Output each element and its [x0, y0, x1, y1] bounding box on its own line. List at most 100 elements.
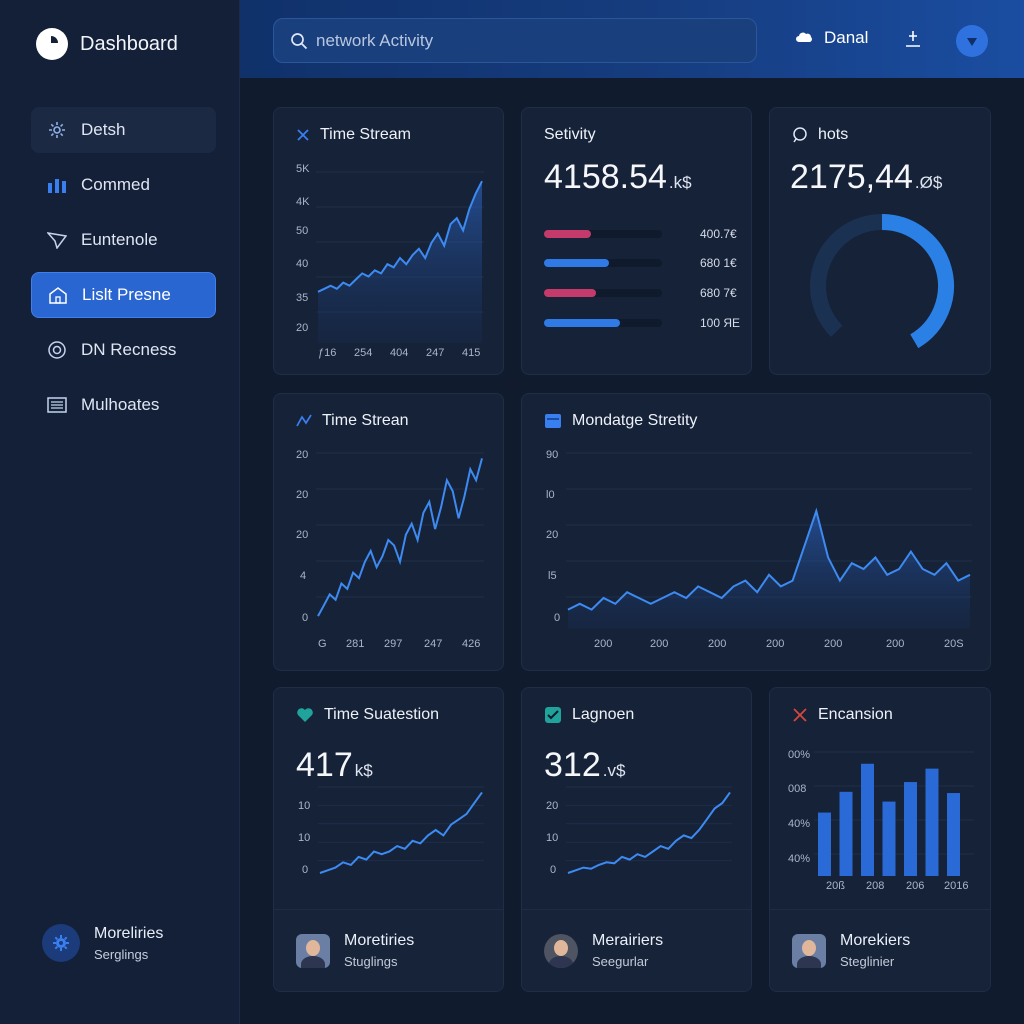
y-tick: 20 [296, 449, 309, 461]
encansion-bar [861, 763, 874, 876]
activity-unit: .k$ [668, 173, 692, 192]
card-title: Encansion [792, 706, 893, 724]
card-title: Lagnoen [544, 706, 634, 724]
user-menu[interactable]: Danal [796, 28, 868, 48]
x-tick: 200 [886, 638, 905, 650]
user-cloud-icon [796, 30, 814, 46]
time-strean-line [317, 458, 483, 617]
card-title-text: Time Strean [322, 412, 409, 429]
checkbox-icon [544, 706, 562, 724]
x-tick: 2016 [944, 880, 969, 892]
card-footer[interactable]: Morekiers Steglinier [770, 909, 990, 991]
card-time-suatestion: Time Suatestion 417 k$ 10 10 0 Moretiries… [273, 687, 504, 992]
encansion-chart [814, 751, 974, 876]
settings-gear-icon [42, 924, 80, 962]
sidebar-item-lislt-presne[interactable]: Lislt Presne [31, 272, 216, 318]
activity-bar: 680 1€ [544, 256, 737, 270]
sidebar-item-label: Mulhoates [81, 395, 160, 414]
activity-bar-fill [544, 319, 620, 327]
sidebar-item-mulhoates[interactable]: Mulhoates [31, 382, 216, 428]
card-title: Setivity [544, 126, 596, 144]
y-tick: l5 [548, 570, 557, 582]
sidebar-item-euntenole[interactable]: Euntenole [31, 217, 216, 263]
sidebar-item-commed[interactable]: Commed [31, 162, 216, 208]
x-tick: 200 [594, 638, 613, 650]
y-tick: 10 [298, 832, 311, 844]
encansion-bar [818, 812, 831, 876]
avatar [792, 933, 826, 968]
user-name: Danal [824, 28, 869, 47]
x-tick: 281 [346, 638, 365, 650]
y-tick: 0 [550, 864, 557, 876]
encansion-bar [947, 793, 960, 876]
tools-icon[interactable] [904, 28, 922, 48]
x-tick: 200 [708, 638, 727, 650]
card-footer[interactable]: Merairiers Seegurlar [522, 909, 751, 991]
heart-icon [296, 707, 314, 723]
hots-gauge [810, 214, 954, 348]
sidebar-item-label: Lislt Presne [82, 285, 171, 304]
card-title-text: Mondatge Stretity [572, 412, 698, 429]
x-tick: 404 [390, 347, 409, 359]
time-strean-chart [316, 452, 484, 617]
lagnoen-value: 312 .v$ [544, 746, 625, 785]
cross-icon [296, 128, 310, 142]
time-stream-chart [316, 171, 484, 343]
home-icon [48, 285, 68, 305]
search-icon [290, 32, 308, 50]
card-title: Time Strean [296, 412, 409, 430]
x-tick: 200 [650, 638, 669, 650]
time-stream-area [318, 181, 482, 343]
x-tick: 426 [462, 638, 481, 650]
sidebar-item-dn-recness[interactable]: DN Recness [31, 327, 216, 373]
y-tick: 4 [300, 570, 307, 582]
card-activity: Setivity 4158.54 .k$ 400.7€ 680 1€ 680 7€ 10… [521, 107, 752, 375]
card-title: Mondatge Stretity [544, 412, 697, 430]
card-title-text: Setivity [544, 126, 596, 143]
activity-bar-value: 400.7€ [700, 227, 737, 241]
card-title-text: Encansion [818, 706, 893, 723]
footer-name: Merairiers [592, 932, 664, 949]
settings-gear-icon [47, 120, 67, 140]
y-tick: 50 [296, 225, 309, 237]
encansion-bar [925, 768, 939, 876]
inbox-icon [47, 395, 67, 415]
sidebar-footer[interactable]: Moreliries Serglings [42, 924, 163, 962]
y-tick: 20 [546, 800, 559, 812]
x-tick: 254 [354, 347, 373, 359]
brand-title: Dashboard [80, 32, 178, 55]
footer-name: Morekiers [840, 932, 911, 949]
search-input[interactable] [316, 30, 736, 51]
send-icon [47, 230, 67, 250]
bar-chart-icon [47, 175, 67, 195]
y-tick: 0 [302, 864, 309, 876]
wave-icon [296, 414, 312, 428]
x-tick: G [318, 638, 327, 650]
card-title-text: Time Stream [320, 126, 411, 143]
calendar-icon [544, 413, 562, 429]
card-title: Time Suatestion [296, 706, 439, 724]
y-tick: 5K [296, 163, 310, 175]
sidebar-item-detsh[interactable]: Detsh [31, 107, 216, 153]
footer-sub: Stuglings [344, 954, 398, 969]
close-icon [792, 707, 808, 723]
suatestion-number: 417 [296, 746, 353, 784]
card-footer[interactable]: Moretiries Stuglings [274, 909, 503, 991]
y-tick: 20 [296, 529, 309, 541]
footer-name: Moreliries [94, 924, 164, 942]
activity-number: 4158.54 [544, 158, 667, 196]
brand[interactable]: Dashboard [36, 28, 178, 60]
encansion-bar [904, 782, 917, 876]
y-tick: 20 [546, 529, 559, 541]
activity-bar: 400.7€ [544, 227, 737, 241]
card-title-text: Time Suatestion [324, 706, 440, 723]
suatestion-line [319, 791, 483, 874]
sidebar-item-label: Commed [81, 175, 150, 194]
chat-bubble-icon [792, 127, 808, 143]
sidebar: Dashboard Detsh Commed Euntenole Lislt P… [0, 0, 240, 1024]
y-tick: l0 [546, 489, 555, 501]
search-box[interactable] [273, 18, 757, 63]
profile-avatar-icon[interactable] [956, 25, 988, 57]
x-tick: 415 [462, 347, 481, 359]
hots-number: 2175,44 [790, 158, 913, 196]
